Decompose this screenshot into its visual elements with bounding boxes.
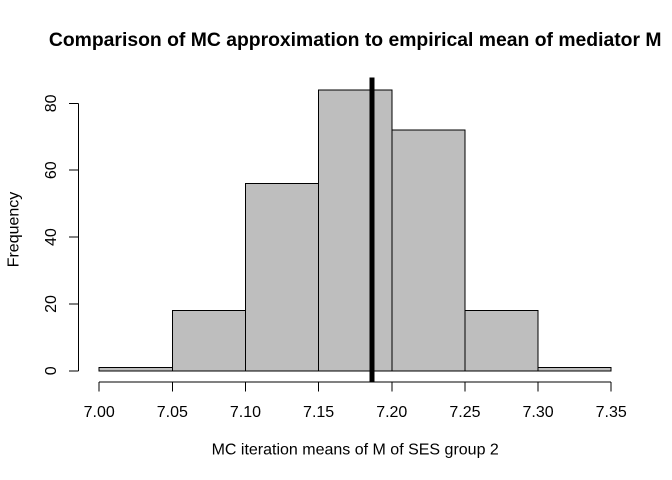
svg-text:7.05: 7.05 (157, 404, 188, 421)
svg-text:60: 60 (43, 161, 60, 179)
svg-text:7.35: 7.35 (596, 404, 627, 421)
svg-text:7.00: 7.00 (84, 404, 115, 421)
svg-text:20: 20 (43, 295, 60, 313)
svg-text:Comparison of MC approximation: Comparison of MC approximation to empiri… (49, 29, 662, 51)
svg-text:80: 80 (43, 94, 60, 112)
svg-text:7.30: 7.30 (522, 404, 553, 421)
svg-text:0: 0 (43, 366, 60, 375)
svg-text:7.15: 7.15 (303, 404, 334, 421)
svg-text:Frequency: Frequency (5, 192, 22, 268)
svg-text:7.10: 7.10 (230, 404, 261, 421)
svg-text:7.20: 7.20 (376, 404, 407, 421)
svg-text:7.25: 7.25 (449, 404, 480, 421)
svg-text:40: 40 (43, 228, 60, 246)
svg-text:MC iteration means of M of SES: MC iteration means of M of SES group 2 (212, 442, 499, 459)
